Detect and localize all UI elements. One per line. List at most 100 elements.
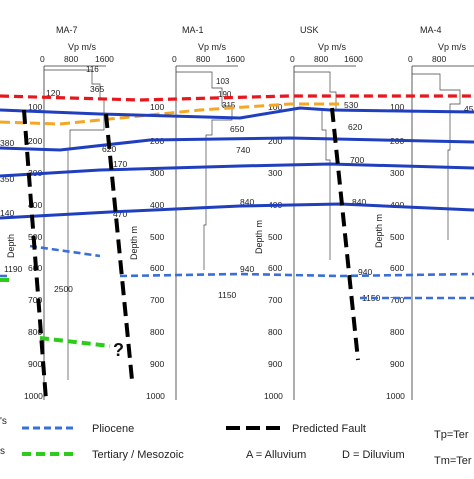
well-name-ma7: MA-7: [56, 25, 78, 35]
depth-300-ma1: 300: [150, 168, 164, 178]
depth-800-ma7: 800: [28, 327, 42, 337]
depth-400-ma4: 400: [390, 200, 404, 210]
well-vp-label-usk: Vp m/s: [318, 42, 347, 52]
well-tick-2-ma7: 1600: [95, 54, 114, 64]
layer-120: 120: [46, 88, 60, 98]
well-tick-0-ma1: 0: [172, 54, 177, 64]
vel-2500-ma7: 2500: [54, 284, 73, 294]
depth-100-ma1: 100: [150, 102, 164, 112]
vel-940-ma1: 940: [240, 264, 254, 274]
vel-840-ma1: 840: [240, 197, 254, 207]
left-partial-350: 350: [0, 174, 14, 184]
well-name-usk: USK: [300, 25, 319, 35]
well-tick-0-usk: 0: [290, 54, 295, 64]
well-tick-1-usk: 800: [314, 54, 328, 64]
depth-500-usk: 500: [268, 232, 282, 242]
legend-fault-label: Predicted Fault: [292, 423, 366, 435]
vel-470-ma7: 470: [113, 209, 127, 219]
depth-900-ma1: 900: [150, 359, 164, 369]
well-tick-2-usk: 1600: [344, 54, 363, 64]
vel-840-usk: 840: [352, 197, 366, 207]
vel-650-ma1: 650: [230, 124, 244, 134]
depth-200-usk: 200: [268, 136, 282, 146]
horizon-red-dashed: [0, 94, 474, 102]
well-tick-1-ma4: 800: [432, 54, 446, 64]
depth-100-ma4: 100: [390, 102, 404, 112]
well-tick-1-ma1: 800: [196, 54, 210, 64]
depth-1000-ma1: 1000: [146, 391, 165, 401]
legend-cut-bottom: s: [0, 446, 5, 457]
depth-700-ma4: 700: [390, 295, 404, 305]
vel-315-ma1: 315: [222, 101, 236, 110]
depth-300-ma4: 300: [390, 168, 404, 178]
well-name-ma4: MA-4: [420, 25, 442, 35]
depth-axis-label-ma1: Depth m: [254, 220, 264, 254]
horizon-tertiary-ma7: [39, 336, 111, 348]
depth-1000-ma4: 1000: [386, 391, 405, 401]
legend-cut-top: 's: [0, 416, 7, 427]
well-name-ma1: MA-1: [182, 25, 204, 35]
depth-600-usk: 600: [268, 263, 282, 273]
left-edge-partial-labels: 380 140 350: [0, 138, 14, 218]
horizon-pliocene-main: [119, 272, 474, 278]
well-tick-1-ma7: 800: [64, 54, 78, 64]
question-mark: ?: [113, 340, 124, 360]
depth-900-ma4: 900: [390, 359, 404, 369]
well-usk: USK Vp m/s 0 800 1600 100 200 300 400 50…: [264, 25, 384, 401]
depth-axis-label-usk: Depth m: [374, 214, 384, 248]
depth-900-ma7: 900: [28, 359, 42, 369]
legend-alluvium-label: A = Alluvium: [246, 449, 306, 461]
vel-1150-ma1: 1150: [218, 290, 237, 300]
well-ma4: MA-4 Vp m/s 0 800 100 200 300 400 500 60…: [386, 25, 474, 401]
vel-365-ma7: 365: [90, 84, 104, 94]
horizon-blue-2: [0, 136, 474, 152]
depth-axis-label-ma7-side: Depth m: [129, 226, 139, 260]
depth-700-usk: 700: [268, 295, 282, 305]
fault-1: [22, 109, 48, 401]
depth-600-ma1: 600: [150, 263, 164, 273]
depth-300-usk: 300: [268, 168, 282, 178]
velocity-log-ma7: [44, 69, 105, 380]
vel-116-ma7: 116: [86, 65, 99, 74]
depth-600-ma4: 600: [390, 263, 404, 273]
depth-100-ma7: 100: [28, 102, 42, 112]
legend-diluvium-label: D = Diluvium: [342, 449, 405, 461]
vel-103-ma1: 103: [216, 77, 230, 86]
legend-tp-label: Tp=Ter: [434, 429, 469, 441]
horizon-orange-dashed: [0, 102, 340, 126]
vel-1190-ma7: 1190: [4, 264, 23, 274]
horizon-pliocene-ma7: [29, 244, 101, 258]
legend-tm-label: Tm=Ter: [434, 455, 472, 467]
left-partial-140: 140: [0, 208, 14, 218]
depth-400-ma7: 400: [28, 200, 42, 210]
fault-2: [104, 113, 134, 381]
depth-400-ma1: 400: [150, 200, 164, 210]
depth-label-left: Depth: [6, 234, 16, 258]
vel-740-ma1: 740: [236, 145, 250, 155]
depth-700-ma7: 700: [28, 295, 42, 305]
well-vp-label-ma1: Vp m/s: [198, 42, 227, 52]
horizon-blue-4: [0, 202, 474, 220]
well-ma1: MA-1 Vp m/s 0 800 1600 100 200 300 400 5…: [146, 25, 264, 401]
horizon-blue-1: [0, 106, 474, 120]
velocity-log-ma1: [176, 71, 233, 270]
depth-1000-usk: 1000: [264, 391, 283, 401]
vel-170: 170: [113, 159, 127, 169]
well-tick-0-ma7: 0: [40, 54, 45, 64]
vel-620-ma7: 620: [102, 144, 116, 154]
vel-620-usk: 620: [348, 122, 362, 132]
depth-1000-ma7: 1000: [24, 391, 43, 401]
fault-3: [330, 107, 360, 361]
depth-900-usk: 900: [268, 359, 282, 369]
depth-800-usk: 800: [268, 327, 282, 337]
vel-190-ma1: 190: [218, 90, 232, 99]
vel-45-ma4: 45: [464, 104, 474, 114]
depth-800-ma4: 800: [390, 327, 404, 337]
depth-500-ma4: 500: [390, 232, 404, 242]
depth-500-ma1: 500: [150, 232, 164, 242]
legend-pliocene-label: Pliocene: [92, 423, 134, 435]
horizon-blue-3: [0, 162, 474, 178]
well-vp-label-ma4: Vp m/s: [438, 42, 467, 52]
